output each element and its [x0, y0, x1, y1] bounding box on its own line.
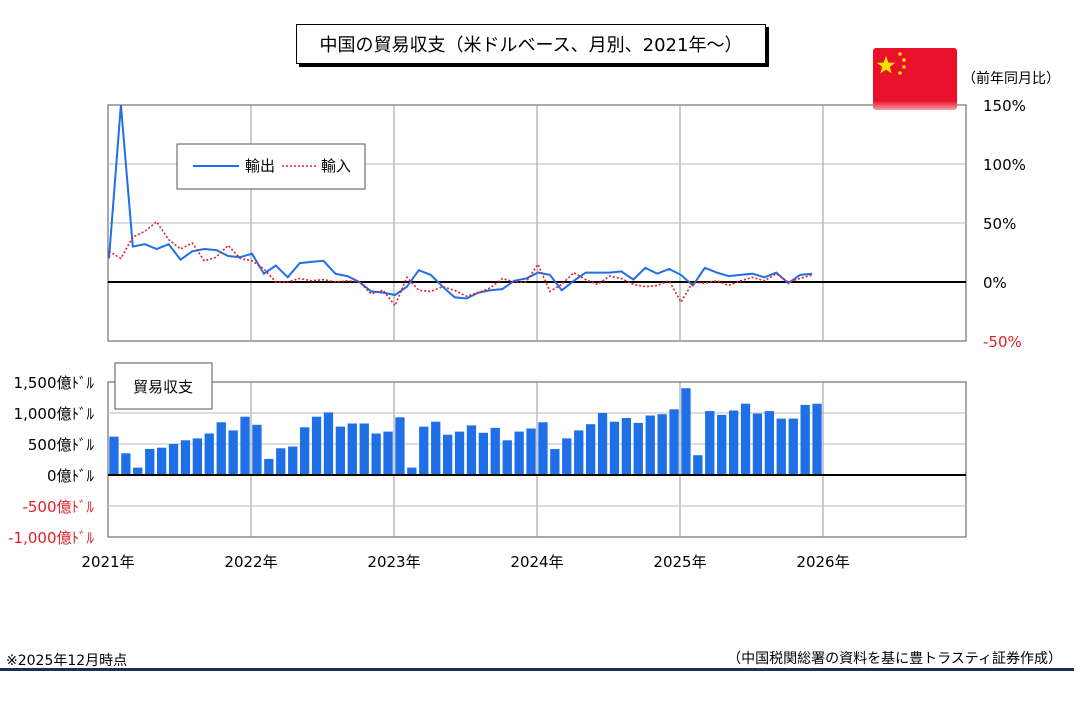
- trade-balance-bar: [145, 449, 155, 475]
- legend-label-trade-balance: 貿易収支: [133, 378, 193, 396]
- trade-balance-bar: [502, 440, 512, 475]
- trade-balance-bar: [371, 433, 381, 475]
- y-tick-label-left: 500億ﾄﾞﾙ: [28, 436, 95, 454]
- trade-balance-bar: [192, 438, 202, 475]
- yoy-line-chart: 150% 100% 50% 0% -50% 輸出 輸入: [107, 97, 1026, 351]
- x-tick-label: 2021年: [81, 553, 134, 571]
- trade-balance-bar: [574, 430, 584, 475]
- trade-balance-bar: [347, 423, 357, 475]
- trade-balance-bar: [693, 455, 703, 475]
- y-tick-label-right: 50%: [983, 215, 1016, 233]
- trade-balance-bar: [597, 413, 608, 475]
- trade-balance-bar: [729, 410, 739, 475]
- x-axis: 2021年 2022年 2023年 2024年 2025年 2026年: [81, 553, 849, 571]
- trade-balance-bar: [705, 411, 715, 475]
- legend-label-import: 輸入: [321, 157, 351, 175]
- trade-balance-bar: [157, 447, 167, 475]
- trade-balance-bar: [657, 414, 667, 475]
- y-tick-label-right: -50%: [983, 333, 1022, 351]
- y-tick-label-left: -1,000億ﾄﾞﾙ: [8, 529, 94, 547]
- y-tick-label-left: 0億ﾄﾞﾙ: [47, 467, 95, 485]
- trade-balance-bar: [621, 418, 631, 475]
- trade-balance-bar-chart: 1,500億ﾄﾞﾙ 1,000億ﾄﾞﾙ 500億ﾄﾞﾙ 0億ﾄﾞﾙ -500億ﾄﾞﾙ -1…: [8, 362, 967, 547]
- footer-divider: [0, 668, 1074, 671]
- trade-balance-bar: [121, 453, 131, 475]
- trade-balance-bar: [300, 427, 310, 475]
- trade-balance-bar: [478, 432, 488, 475]
- import-series-line: [108, 220, 813, 308]
- x-tick-label: 2022年: [224, 553, 277, 571]
- unit-label: （前年同月比）: [962, 71, 1060, 87]
- x-tick-label: 2023年: [367, 553, 420, 571]
- trade-balance-bar: [776, 418, 786, 475]
- trade-balance-bar: [717, 414, 727, 475]
- y-tick-label-right: 100%: [983, 156, 1026, 174]
- trade-balance-bar: [645, 415, 655, 475]
- y-tick-label-left: -500億ﾄﾞﾙ: [22, 498, 94, 516]
- trade-balance-bar: [466, 425, 477, 475]
- trade-balance-bar: [359, 423, 369, 475]
- trade-balance-bar: [109, 436, 119, 475]
- x-tick-label: 2024年: [510, 553, 563, 571]
- trade-balance-bar: [788, 418, 798, 475]
- trade-balance-bar: [550, 449, 560, 475]
- trade-balance-bar: [311, 416, 322, 475]
- chart-title: 中国の貿易収支（米ドルベース、月別、2021年～）: [296, 24, 766, 64]
- trade-balance-bar: [323, 412, 334, 475]
- legend-box: [114, 362, 213, 410]
- trade-balance-bar: [180, 440, 191, 475]
- trade-balance-bar: [586, 424, 596, 475]
- y-tick-label-left: 1,500億ﾄﾞﾙ: [14, 374, 95, 392]
- trade-balance-bar: [133, 467, 143, 475]
- bar-legend: 貿易収支: [114, 362, 213, 410]
- trade-balance-bar: [633, 422, 643, 475]
- trade-balance-bar: [228, 430, 238, 475]
- trade-balance-bar: [562, 438, 572, 475]
- trade-balance-bar: [740, 403, 751, 475]
- trade-balance-bar: [681, 388, 691, 475]
- trade-balance-bar: [443, 434, 453, 475]
- china-flag-icon: [873, 48, 957, 110]
- trade-balance-bar: [168, 444, 179, 475]
- trade-balance-bar: [526, 428, 536, 475]
- trade-balance-bar: [395, 417, 405, 475]
- trade-balance-bar: [514, 431, 524, 475]
- trade-balance-bar: [216, 422, 226, 475]
- trade-balance-bar: [454, 431, 465, 475]
- trade-balance-bar: [419, 426, 429, 475]
- trade-balance-bar: [490, 427, 500, 475]
- trade-balance-bar: [538, 422, 548, 475]
- x-tick-label: 2026年: [796, 553, 849, 571]
- y-tick-label-left: 1,000億ﾄﾞﾙ: [14, 405, 95, 423]
- line-legend: 輸出 輸入: [176, 143, 366, 190]
- trade-balance-bar: [204, 433, 214, 475]
- trade-balance-bar: [335, 426, 345, 475]
- trade-balance-bar: [407, 467, 417, 475]
- trade-balance-bar: [288, 446, 298, 475]
- trade-balance-bar: [669, 409, 679, 475]
- x-tick-label: 2025年: [653, 553, 706, 571]
- trade-balance-bar: [812, 403, 822, 475]
- legend-label-export: 輸出: [245, 157, 275, 175]
- trade-balance-bar: [752, 413, 763, 475]
- trade-balance-bar: [264, 458, 274, 475]
- trade-balance-bar: [431, 421, 441, 475]
- source-note: （中国税関総署の資料を基に豊トラスティ証券作成）: [727, 651, 1062, 667]
- trade-balance-bar: [800, 404, 810, 475]
- trade-balance-bar: [276, 448, 286, 475]
- trade-balance-bar: [240, 416, 250, 475]
- footnote: ※2025年12月時点: [6, 653, 128, 669]
- trade-balance-bar: [609, 421, 620, 475]
- y-tick-label-right: 0%: [983, 274, 1007, 292]
- trade-balance-bar: [764, 411, 774, 475]
- trade-balance-bar: [383, 431, 393, 475]
- trade-balance-bar: [252, 424, 262, 475]
- y-tick-label-right: 150%: [983, 97, 1026, 115]
